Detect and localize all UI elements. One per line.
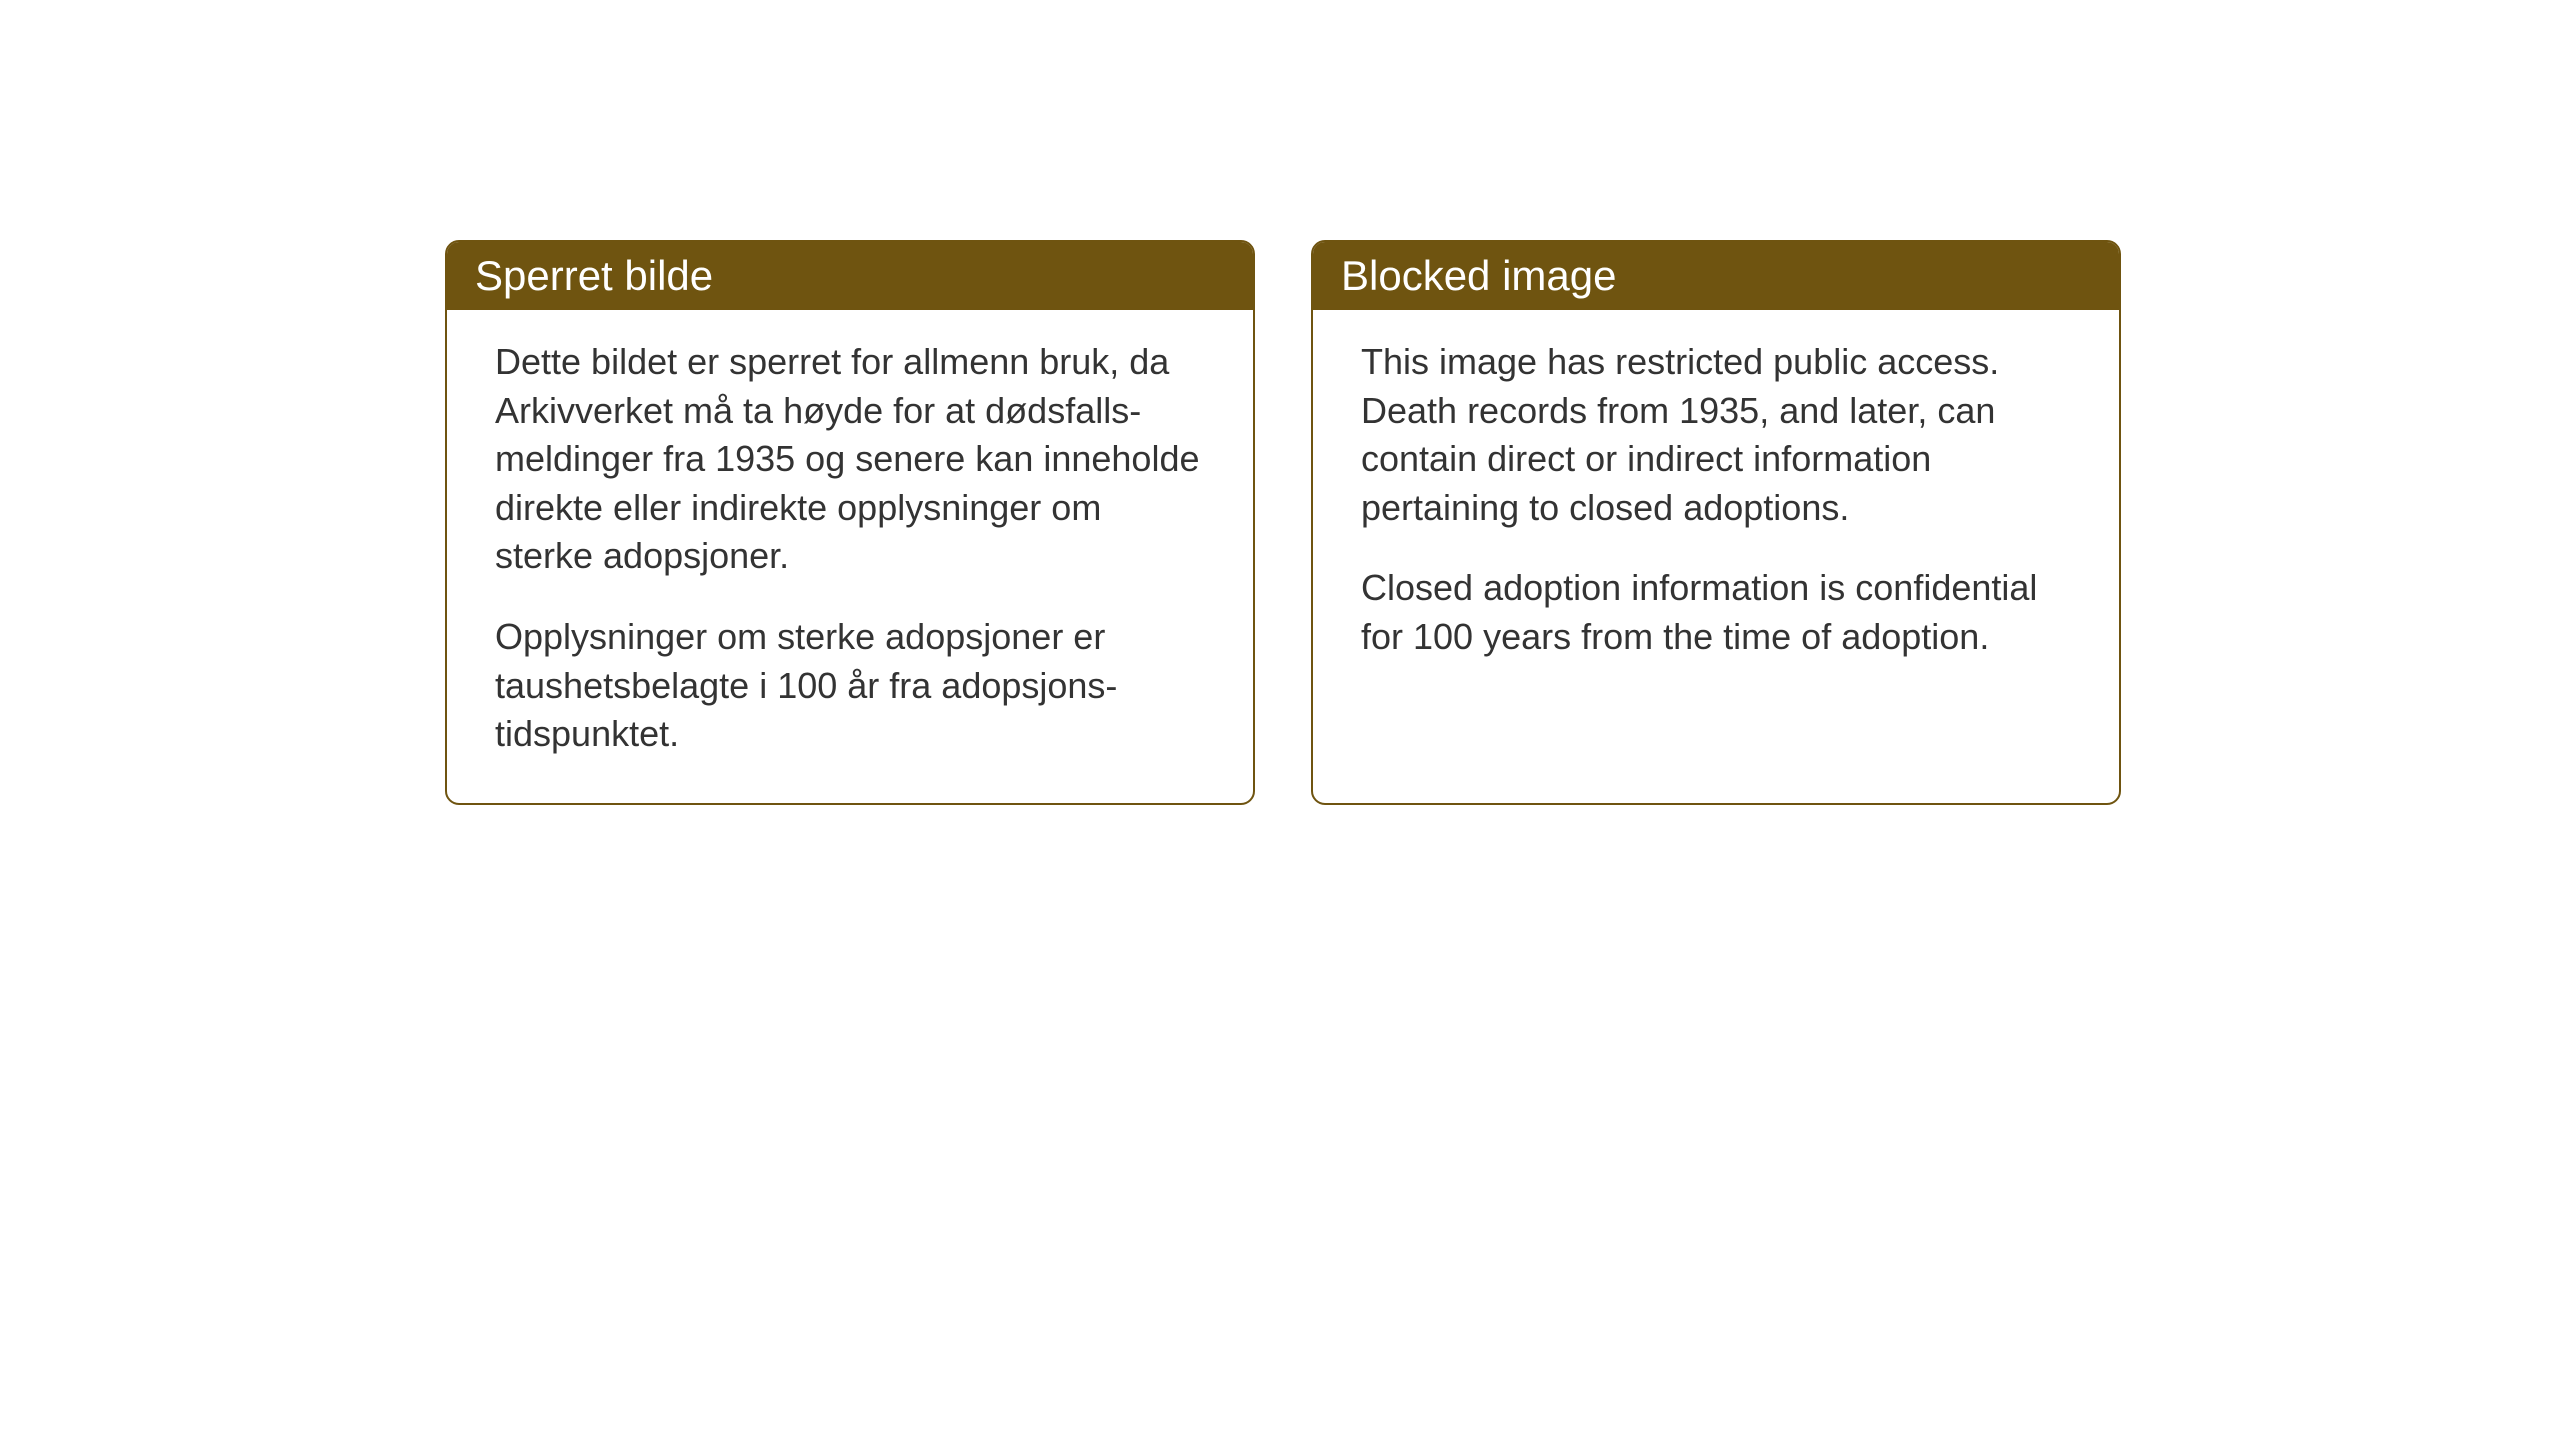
notice-container: Sperret bilde Dette bildet er sperret fo… (445, 240, 2121, 805)
norwegian-card-body: Dette bildet er sperret for allmenn bruk… (447, 310, 1253, 803)
norwegian-card-title: Sperret bilde (447, 242, 1253, 310)
english-paragraph-2: Closed adoption information is confident… (1361, 564, 2071, 661)
norwegian-paragraph-2: Opplysninger om sterke adopsjoner er tau… (495, 613, 1205, 759)
english-paragraph-1: This image has restricted public access.… (1361, 338, 2071, 532)
norwegian-paragraph-1: Dette bildet er sperret for allmenn bruk… (495, 338, 1205, 581)
english-card-body: This image has restricted public access.… (1313, 310, 2119, 706)
english-card-title: Blocked image (1313, 242, 2119, 310)
english-notice-card: Blocked image This image has restricted … (1311, 240, 2121, 805)
norwegian-notice-card: Sperret bilde Dette bildet er sperret fo… (445, 240, 1255, 805)
